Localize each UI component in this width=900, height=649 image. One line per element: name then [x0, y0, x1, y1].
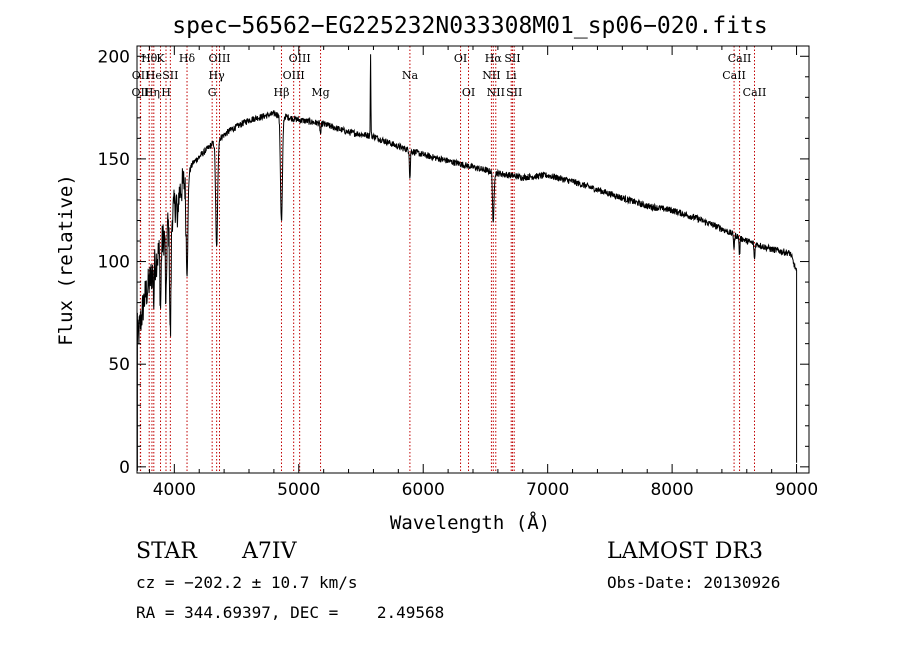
line-label: Li [506, 69, 517, 82]
line-label: SII [162, 69, 178, 82]
line-label: SII [504, 52, 520, 65]
x-axis-label: Wavelength (Å) [390, 511, 550, 534]
line-label: OIII [283, 69, 305, 82]
line-labels: OIIOIIHθHηHeKHSIIHδGHγOIIIHβOIIIOIIIMgNa… [132, 52, 767, 99]
line-markers [139, 46, 755, 473]
line-label: OI [454, 52, 467, 65]
x-tick-label: 9000 [775, 480, 818, 500]
y-tick-label: 100 [98, 253, 130, 273]
survey-name: LAMOST DR3 [607, 539, 763, 564]
line-label: Hα [485, 52, 503, 65]
x-tick-label: 6000 [402, 480, 445, 500]
chart-title: spec−56562−EG225232N033308M01_sp06−020.f… [172, 13, 767, 39]
line-label: Hγ [209, 69, 226, 82]
redshift-velocity: cz = −202.2 ± 10.7 km/s [136, 573, 358, 592]
x-tick-label: 5000 [277, 480, 320, 500]
x-tick-label: 8000 [650, 480, 693, 500]
object-class: STAR [136, 539, 197, 564]
spectrum-series-line [136, 54, 798, 471]
line-label: OI [462, 86, 475, 99]
line-label: CaII [728, 52, 752, 65]
line-label: CaII [743, 86, 767, 99]
y-axis-label: Flux (relative) [55, 174, 77, 346]
x-tick-label: 7000 [526, 480, 569, 500]
line-label: He [146, 69, 162, 82]
line-label: Hθ [141, 52, 158, 65]
ra-dec-coordinates: RA = 344.69397, DEC = 2.49568 [136, 603, 445, 622]
observation-date: Obs-Date: 20130926 [607, 573, 781, 592]
line-label: OII [132, 69, 150, 82]
spectrum-chart: spec−56562−EG225232N033308M01_sp06−020.f… [55, 13, 818, 534]
line-label: Hβ [274, 86, 290, 99]
line-label: H [161, 86, 171, 99]
plot-frame [136, 45, 810, 474]
line-label: Hδ [179, 52, 196, 65]
line-label: NII [487, 86, 505, 99]
x-tick-label: 4000 [153, 480, 196, 500]
line-label: G [208, 86, 217, 99]
y-tick-label: 50 [108, 355, 130, 375]
line-label: OIII [289, 52, 311, 65]
line-label: CaII [722, 69, 746, 82]
line-label: Hη [144, 86, 160, 99]
line-label: NII [482, 69, 500, 82]
axes: 4000 5000 6000 7000 8000 9000 0 50 100 150 200 [98, 46, 818, 500]
line-label: OIII [208, 52, 230, 65]
y-tick-label: 150 [98, 150, 130, 170]
line-label: SII [506, 86, 522, 99]
line-label: Na [402, 69, 419, 82]
object-subclass: A7IV [242, 539, 297, 564]
line-label: OII [132, 86, 150, 99]
line-label: Mg [311, 86, 329, 99]
y-tick-label: 200 [98, 47, 130, 67]
y-tick-label: 0 [119, 458, 130, 478]
line-label: K [156, 52, 165, 65]
